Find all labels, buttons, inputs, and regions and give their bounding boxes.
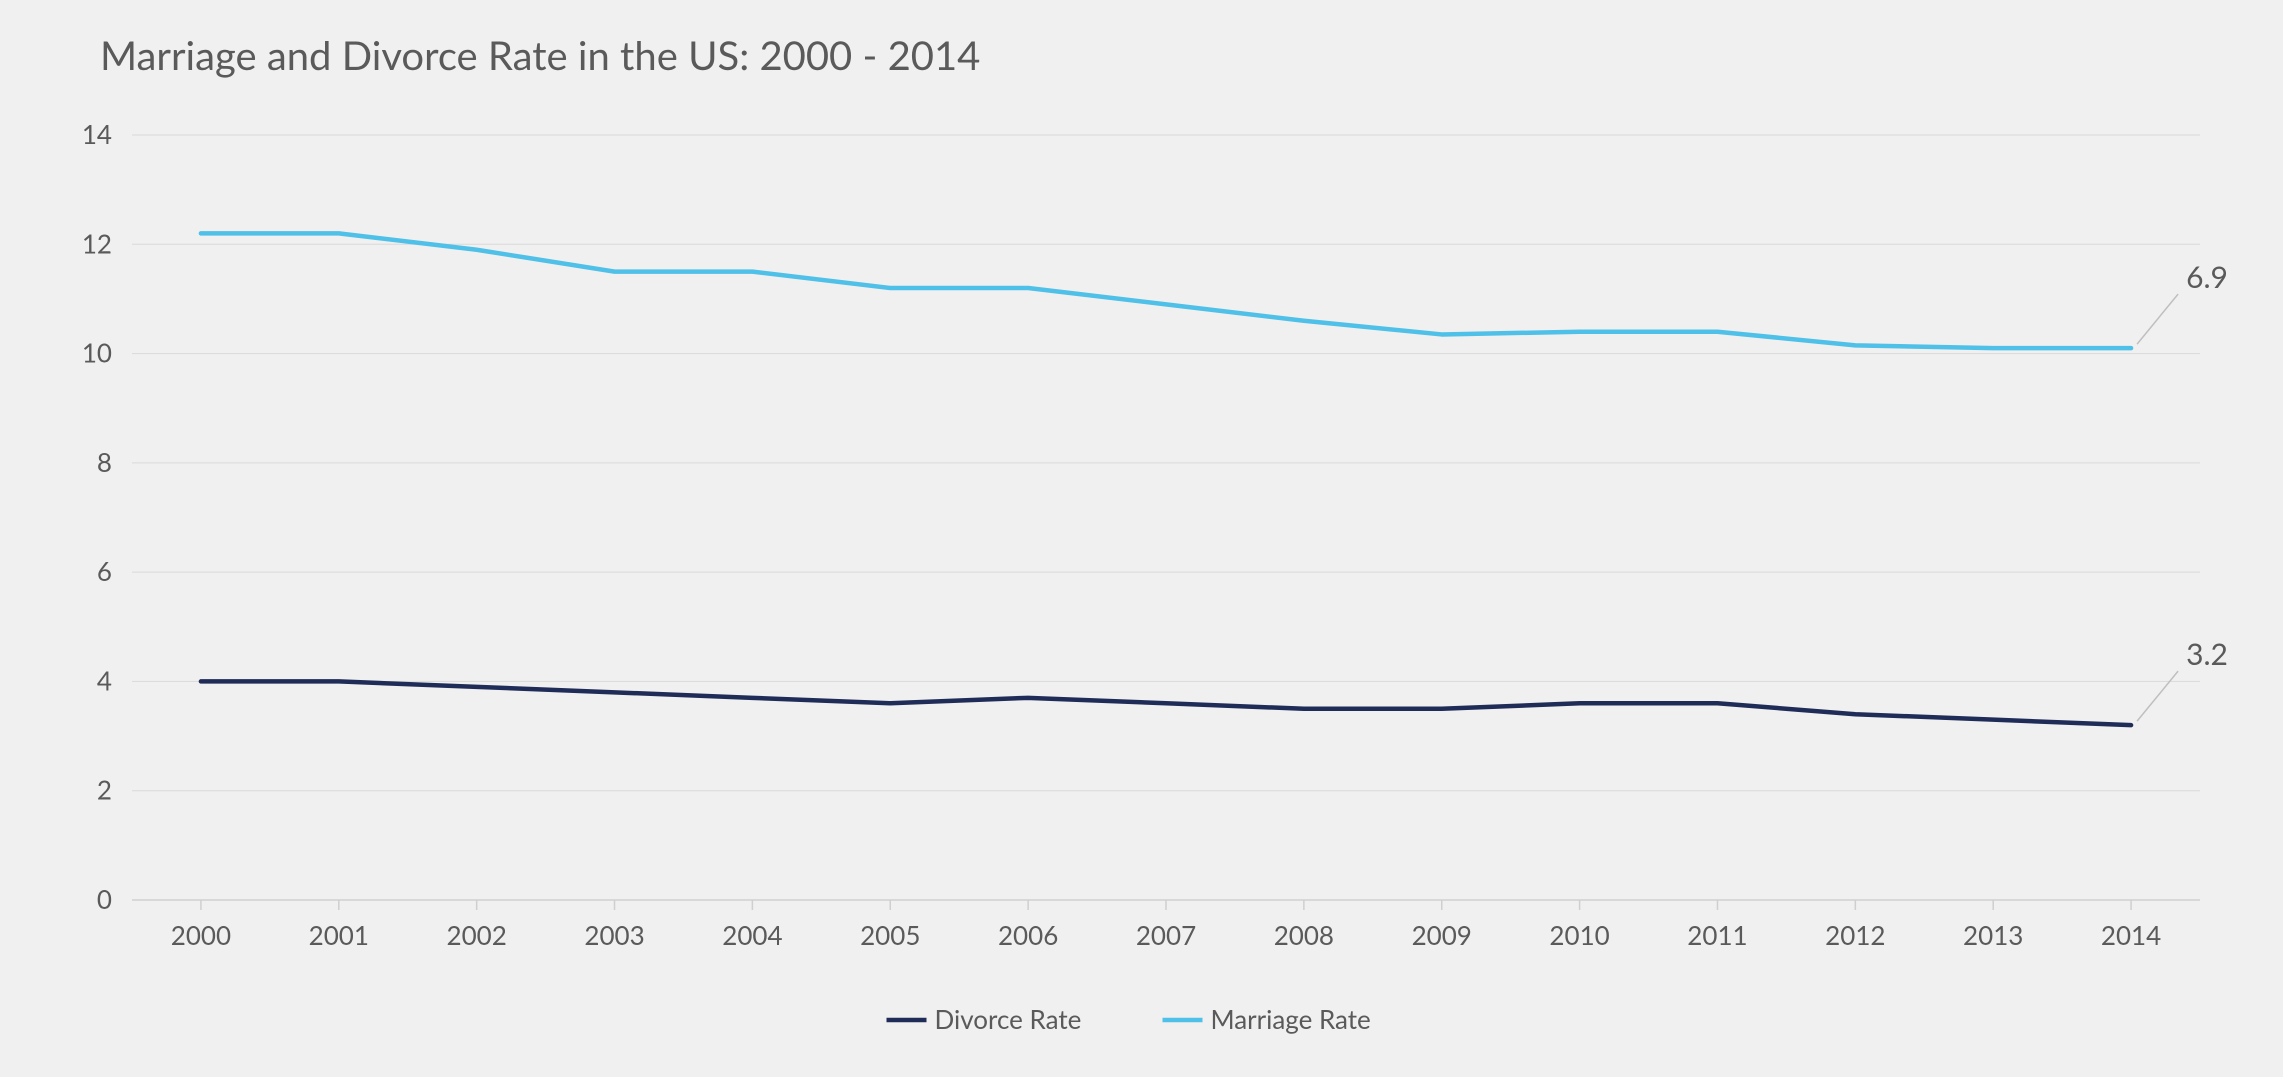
- end-label: 6.9: [2186, 259, 2228, 295]
- x-tick-label: 2008: [1274, 919, 1334, 951]
- x-tick-label: 2005: [860, 919, 920, 951]
- y-tick-label: 6: [97, 555, 112, 587]
- x-tick-label: 2001: [309, 919, 369, 951]
- line-chart: Marriage and Divorce Rate in the US: 200…: [0, 0, 2283, 1077]
- x-tick-label: 2006: [998, 919, 1058, 951]
- y-tick-label: 12: [82, 227, 112, 259]
- x-tick-label: 2009: [1412, 919, 1472, 951]
- x-tick-label: 2014: [2101, 919, 2161, 951]
- y-tick-label: 8: [97, 446, 112, 478]
- x-tick-label: 2002: [447, 919, 507, 951]
- x-tick-label: 2012: [1825, 919, 1885, 951]
- legend-label: Divorce Rate: [935, 1003, 1082, 1035]
- x-tick-label: 2004: [722, 919, 782, 951]
- y-tick-label: 0: [97, 883, 112, 915]
- x-tick-label: 2003: [584, 919, 644, 951]
- end-label: 3.2: [2186, 636, 2228, 672]
- x-tick-label: 2000: [171, 919, 231, 951]
- x-tick-label: 2007: [1136, 919, 1196, 951]
- y-tick-label: 14: [82, 118, 112, 150]
- legend-label: Marriage Rate: [1211, 1003, 1371, 1035]
- chart-title: Marriage and Divorce Rate in the US: 200…: [100, 31, 980, 79]
- chart-container: Marriage and Divorce Rate in the US: 200…: [0, 0, 2283, 1077]
- y-tick-label: 10: [82, 337, 112, 369]
- y-tick-label: 4: [97, 664, 112, 696]
- x-tick-label: 2010: [1549, 919, 1609, 951]
- y-tick-label: 2: [97, 774, 112, 806]
- x-tick-label: 2011: [1687, 919, 1747, 951]
- chart-background: [0, 0, 2283, 1077]
- x-tick-label: 2013: [1963, 919, 2023, 951]
